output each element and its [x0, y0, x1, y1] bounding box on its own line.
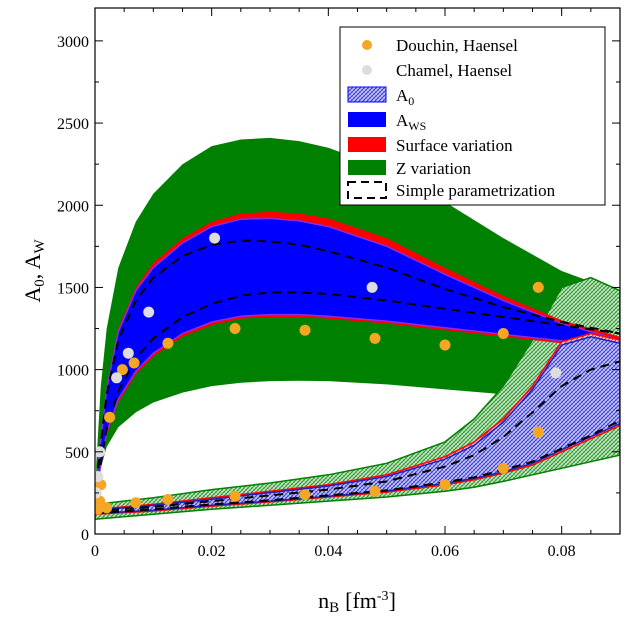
- bands-layer: [95, 137, 620, 520]
- point-chamel-4: [122, 347, 134, 359]
- legend-marker-douchin: [362, 40, 372, 50]
- points-layer: [95, 232, 562, 515]
- point-douchin-8: [162, 337, 174, 349]
- point-douchin-11: [229, 490, 241, 502]
- legend-label-simple: Simple parametrization: [396, 181, 556, 200]
- point-douchin-6: [128, 357, 140, 369]
- point-douchin-5: [116, 364, 128, 376]
- legend-label-aws: AWS: [396, 111, 426, 133]
- y-tick-label-2: 1000: [57, 363, 89, 380]
- legend-label-douchin: Douchin, Haensel: [396, 36, 518, 55]
- point-douchin-4: [104, 411, 116, 423]
- plot-area: [95, 137, 620, 520]
- point-douchin-0: [95, 503, 104, 515]
- band-a-0: [95, 336, 620, 515]
- simple-parametrization-curve-2: [95, 360, 620, 512]
- point-douchin-9: [162, 494, 174, 505]
- simple-parametrization-curve-1: [96, 291, 620, 480]
- point-douchin-3: [101, 502, 113, 514]
- point-douchin-10: [229, 323, 241, 334]
- point-douchin-19: [497, 462, 509, 474]
- y-axis-label: A0, AW: [20, 239, 48, 303]
- legend-label-surface: Surface variation: [396, 136, 513, 155]
- x-tick-label-2: 0.04: [314, 543, 342, 560]
- x-tick-label-3: 0.06: [431, 543, 459, 560]
- point-chamel-1: [95, 471, 104, 482]
- x-tick-label-1: 0.02: [198, 543, 226, 560]
- y-tick-label-5: 2500: [57, 116, 89, 133]
- point-douchin-16: [439, 339, 451, 351]
- point-chamel-6: [209, 232, 221, 244]
- point-douchin-7: [130, 497, 142, 509]
- legend-swatch-surface: [348, 137, 386, 152]
- x-tick-label-4: 0.08: [548, 543, 576, 560]
- legend-swatch-a0: [347, 86, 387, 103]
- legend: Douchin, Haensel Chamel, Haensel A0 AWS …: [339, 26, 606, 206]
- point-douchin-13: [299, 489, 311, 501]
- legend-label-zvar: Z variation: [396, 159, 472, 178]
- y-axis: 0 500 1000 1500 2000 2500 3000: [57, 34, 620, 544]
- y-tick-label-1: 500: [65, 445, 89, 462]
- point-chamel-5: [143, 306, 155, 318]
- point-chamel-8: [550, 367, 562, 379]
- point-chamel-3: [111, 372, 123, 384]
- point-douchin-14: [369, 332, 381, 344]
- legend-label-chamel: Chamel, Haensel: [396, 61, 512, 80]
- point-chamel-7: [366, 281, 378, 293]
- legend-swatch-simple: [347, 181, 387, 199]
- y-tick-label-0: 0: [81, 527, 89, 544]
- legend-swatch-aws: [348, 112, 386, 127]
- band-a-ws: [97, 217, 620, 482]
- point-douchin-12: [299, 324, 311, 336]
- x-axis: 0 0.02 0.04 0.06 0.08: [91, 8, 621, 560]
- x-tick-label-0: 0: [91, 543, 99, 560]
- point-douchin-21: [532, 426, 544, 438]
- point-douchin-20: [532, 281, 544, 293]
- y-tick-label-4: 2000: [57, 198, 89, 215]
- point-douchin-18: [497, 328, 509, 339]
- x-axis-label: nB [fm-3]: [318, 588, 396, 616]
- point-douchin-15: [369, 485, 381, 497]
- point-douchin-1: [95, 495, 106, 507]
- point-douchin-17: [439, 479, 451, 491]
- y-tick-label-6: 3000: [57, 34, 89, 51]
- simple-parametrization-curve-0: [96, 239, 620, 469]
- y-tick-label-3: 1500: [57, 280, 89, 297]
- legend-swatch-zvar: [348, 160, 386, 175]
- legend-marker-chamel: [362, 65, 372, 75]
- legend-label-a0: A0: [396, 86, 414, 108]
